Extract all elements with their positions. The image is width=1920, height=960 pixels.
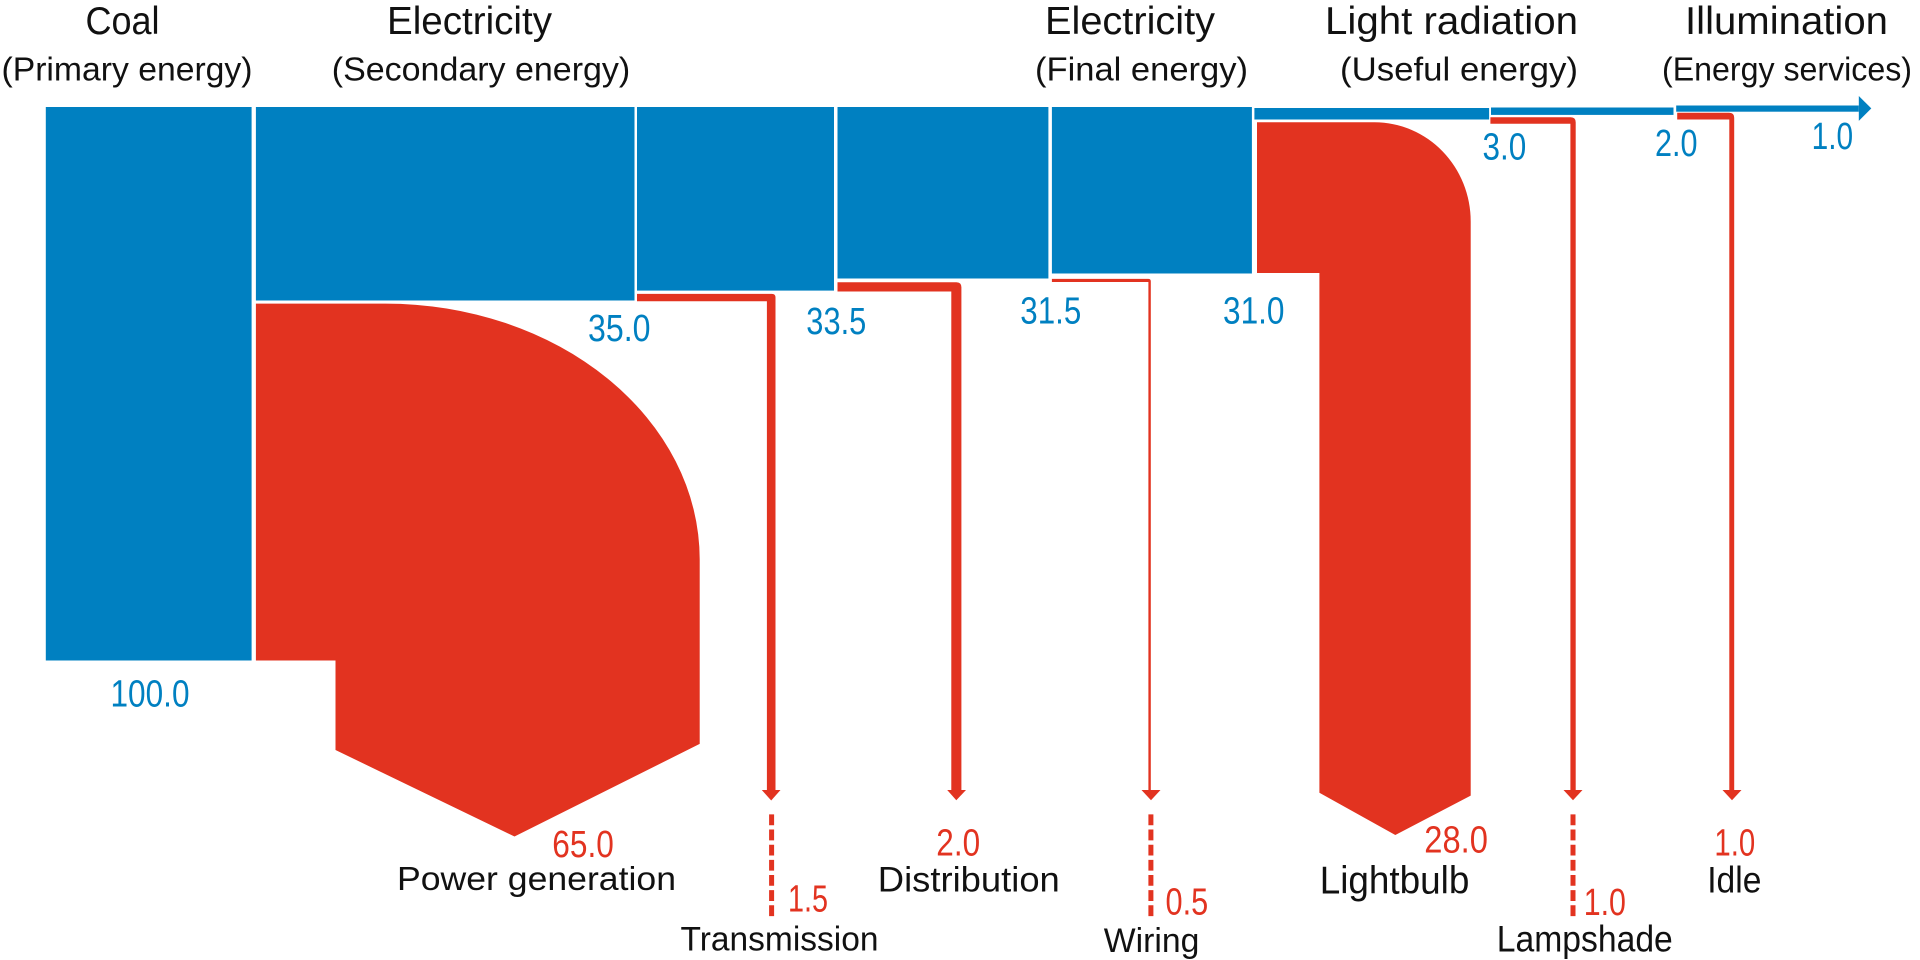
svg-text:Distribution: Distribution <box>878 860 1060 899</box>
svg-text:3.0: 3.0 <box>1483 127 1527 169</box>
svg-text:Coal: Coal <box>86 0 160 43</box>
svg-text:2.0: 2.0 <box>1655 123 1698 165</box>
svg-text:2.0: 2.0 <box>936 823 980 865</box>
svg-text:65.0: 65.0 <box>552 824 614 866</box>
svg-text:Light radiation: Light radiation <box>1325 0 1578 43</box>
svg-text:35.0: 35.0 <box>588 308 651 350</box>
svg-text:28.0: 28.0 <box>1424 820 1488 862</box>
svg-text:(Primary energy): (Primary energy) <box>2 52 253 89</box>
svg-text:1.0: 1.0 <box>1714 823 1755 865</box>
svg-text:(Final energy): (Final energy) <box>1035 52 1248 89</box>
svg-text:(Useful energy): (Useful energy) <box>1340 52 1578 89</box>
svg-text:31.5: 31.5 <box>1020 291 1081 333</box>
svg-text:33.5: 33.5 <box>806 301 866 343</box>
svg-text:1.0: 1.0 <box>1584 882 1626 924</box>
svg-text:Power generation: Power generation <box>397 861 676 898</box>
svg-text:Wiring: Wiring <box>1104 922 1200 960</box>
svg-text:0.5: 0.5 <box>1166 881 1209 923</box>
svg-text:Transmission: Transmission <box>681 920 879 958</box>
svg-text:(Secondary energy): (Secondary energy) <box>332 52 631 89</box>
svg-text:100.0: 100.0 <box>111 674 190 716</box>
svg-text:Electricity: Electricity <box>1045 0 1216 43</box>
svg-text:1.5: 1.5 <box>788 878 828 920</box>
svg-text:Illumination: Illumination <box>1685 0 1888 43</box>
svg-text:(Energy services): (Energy services) <box>1662 52 1912 89</box>
svg-text:1.0: 1.0 <box>1812 116 1854 158</box>
svg-text:Lampshade: Lampshade <box>1497 918 1673 959</box>
svg-text:31.0: 31.0 <box>1223 291 1285 333</box>
svg-text:Electricity: Electricity <box>387 0 552 43</box>
svg-text:Idle: Idle <box>1707 859 1761 901</box>
svg-text:Lightbulb: Lightbulb <box>1320 860 1470 903</box>
